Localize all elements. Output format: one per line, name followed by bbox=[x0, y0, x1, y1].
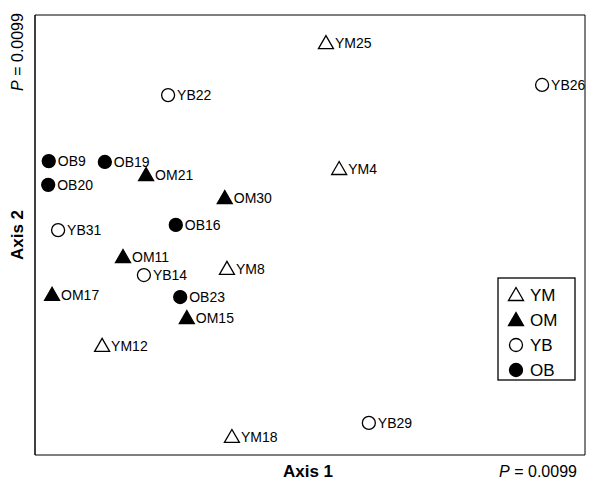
svg-text:OB9: OB9 bbox=[58, 153, 86, 169]
svg-text:OM: OM bbox=[530, 311, 557, 330]
svg-text:OM11: OM11 bbox=[132, 249, 169, 265]
svg-text:OM21: OM21 bbox=[155, 167, 193, 183]
svg-text:YM4: YM4 bbox=[348, 161, 377, 177]
svg-text:OB16: OB16 bbox=[185, 217, 221, 233]
svg-text:YM: YM bbox=[530, 286, 556, 305]
svg-text:YB: YB bbox=[530, 336, 553, 355]
svg-text:YB26: YB26 bbox=[551, 77, 585, 93]
svg-text:Axis 1: Axis 1 bbox=[283, 462, 333, 481]
svg-text:Axis 2: Axis 2 bbox=[8, 210, 27, 260]
svg-text:YB14: YB14 bbox=[153, 267, 187, 283]
svg-text:OB23: OB23 bbox=[189, 289, 225, 305]
svg-text:YB22: YB22 bbox=[177, 87, 211, 103]
svg-text:YB31: YB31 bbox=[67, 222, 101, 238]
svg-text:YM8: YM8 bbox=[236, 261, 265, 277]
svg-text:P = 0.0099: P = 0.0099 bbox=[9, 13, 26, 91]
svg-text:OB20: OB20 bbox=[57, 177, 93, 193]
svg-text:OB: OB bbox=[530, 361, 555, 380]
svg-text:YB29: YB29 bbox=[378, 415, 412, 431]
svg-text:OB19: OB19 bbox=[114, 154, 150, 170]
svg-text:OM17: OM17 bbox=[61, 287, 99, 303]
svg-text:P = 0.0099: P = 0.0099 bbox=[499, 463, 577, 480]
svg-text:OM30: OM30 bbox=[234, 190, 272, 206]
svg-text:OM15: OM15 bbox=[196, 310, 234, 326]
svg-text:YM18: YM18 bbox=[241, 429, 278, 445]
svg-text:YM12: YM12 bbox=[111, 338, 148, 354]
svg-text:YM25: YM25 bbox=[335, 35, 372, 51]
